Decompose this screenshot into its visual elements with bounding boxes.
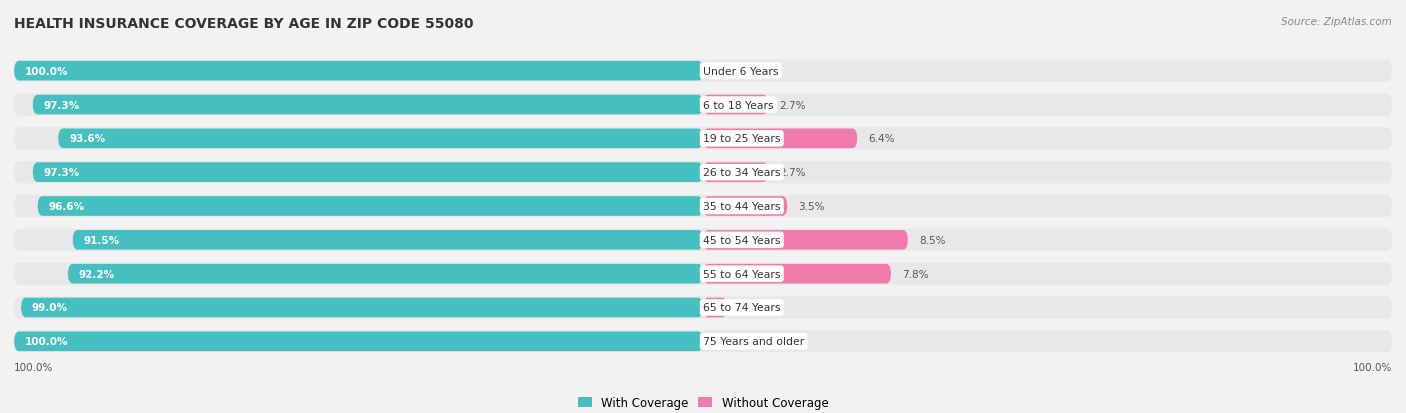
Text: 96.6%: 96.6% <box>49 202 84 211</box>
Text: 93.6%: 93.6% <box>69 134 105 144</box>
Text: 91.5%: 91.5% <box>83 235 120 245</box>
FancyBboxPatch shape <box>703 230 908 250</box>
FancyBboxPatch shape <box>14 263 1392 285</box>
Text: 97.3%: 97.3% <box>44 168 80 178</box>
FancyBboxPatch shape <box>67 264 703 284</box>
Text: 0.99%: 0.99% <box>738 303 770 313</box>
Text: 6 to 18 Years: 6 to 18 Years <box>703 100 773 110</box>
FancyBboxPatch shape <box>58 129 703 149</box>
Text: 65 to 74 Years: 65 to 74 Years <box>703 303 780 313</box>
FancyBboxPatch shape <box>14 330 1392 353</box>
FancyBboxPatch shape <box>73 230 703 250</box>
FancyBboxPatch shape <box>14 229 1392 252</box>
Text: 0.0%: 0.0% <box>714 66 741 76</box>
FancyBboxPatch shape <box>14 128 1392 150</box>
FancyBboxPatch shape <box>703 95 768 115</box>
FancyBboxPatch shape <box>703 298 727 318</box>
FancyBboxPatch shape <box>14 161 1392 184</box>
FancyBboxPatch shape <box>14 62 703 81</box>
FancyBboxPatch shape <box>32 163 703 183</box>
Text: HEALTH INSURANCE COVERAGE BY AGE IN ZIP CODE 55080: HEALTH INSURANCE COVERAGE BY AGE IN ZIP … <box>14 17 474 31</box>
FancyBboxPatch shape <box>703 129 858 149</box>
Text: 92.2%: 92.2% <box>79 269 115 279</box>
Text: 55 to 64 Years: 55 to 64 Years <box>703 269 780 279</box>
Text: 2.7%: 2.7% <box>779 168 806 178</box>
FancyBboxPatch shape <box>14 60 1392 83</box>
Text: 3.5%: 3.5% <box>799 202 825 211</box>
FancyBboxPatch shape <box>32 95 703 115</box>
FancyBboxPatch shape <box>14 94 1392 116</box>
Text: 8.5%: 8.5% <box>920 235 945 245</box>
Text: 35 to 44 Years: 35 to 44 Years <box>703 202 780 211</box>
FancyBboxPatch shape <box>14 297 1392 319</box>
Text: 75 Years and older: 75 Years and older <box>703 337 804 347</box>
FancyBboxPatch shape <box>14 332 703 351</box>
Text: 45 to 54 Years: 45 to 54 Years <box>703 235 780 245</box>
Text: Under 6 Years: Under 6 Years <box>703 66 779 76</box>
Text: 19 to 25 Years: 19 to 25 Years <box>703 134 780 144</box>
FancyBboxPatch shape <box>21 298 703 318</box>
Text: 97.3%: 97.3% <box>44 100 80 110</box>
Text: 100.0%: 100.0% <box>14 363 53 373</box>
Text: 7.8%: 7.8% <box>903 269 928 279</box>
FancyBboxPatch shape <box>703 197 787 216</box>
Text: 100.0%: 100.0% <box>1353 363 1392 373</box>
FancyBboxPatch shape <box>703 264 891 284</box>
FancyBboxPatch shape <box>703 163 768 183</box>
Text: 99.0%: 99.0% <box>32 303 67 313</box>
Text: 100.0%: 100.0% <box>25 66 69 76</box>
Legend: With Coverage, Without Coverage: With Coverage, Without Coverage <box>572 392 834 413</box>
Text: 6.4%: 6.4% <box>869 134 894 144</box>
FancyBboxPatch shape <box>38 197 703 216</box>
Text: 2.7%: 2.7% <box>779 100 806 110</box>
Text: 100.0%: 100.0% <box>25 337 69 347</box>
Text: Source: ZipAtlas.com: Source: ZipAtlas.com <box>1281 17 1392 26</box>
Text: 0.0%: 0.0% <box>714 337 741 347</box>
FancyBboxPatch shape <box>14 195 1392 218</box>
Text: 26 to 34 Years: 26 to 34 Years <box>703 168 780 178</box>
